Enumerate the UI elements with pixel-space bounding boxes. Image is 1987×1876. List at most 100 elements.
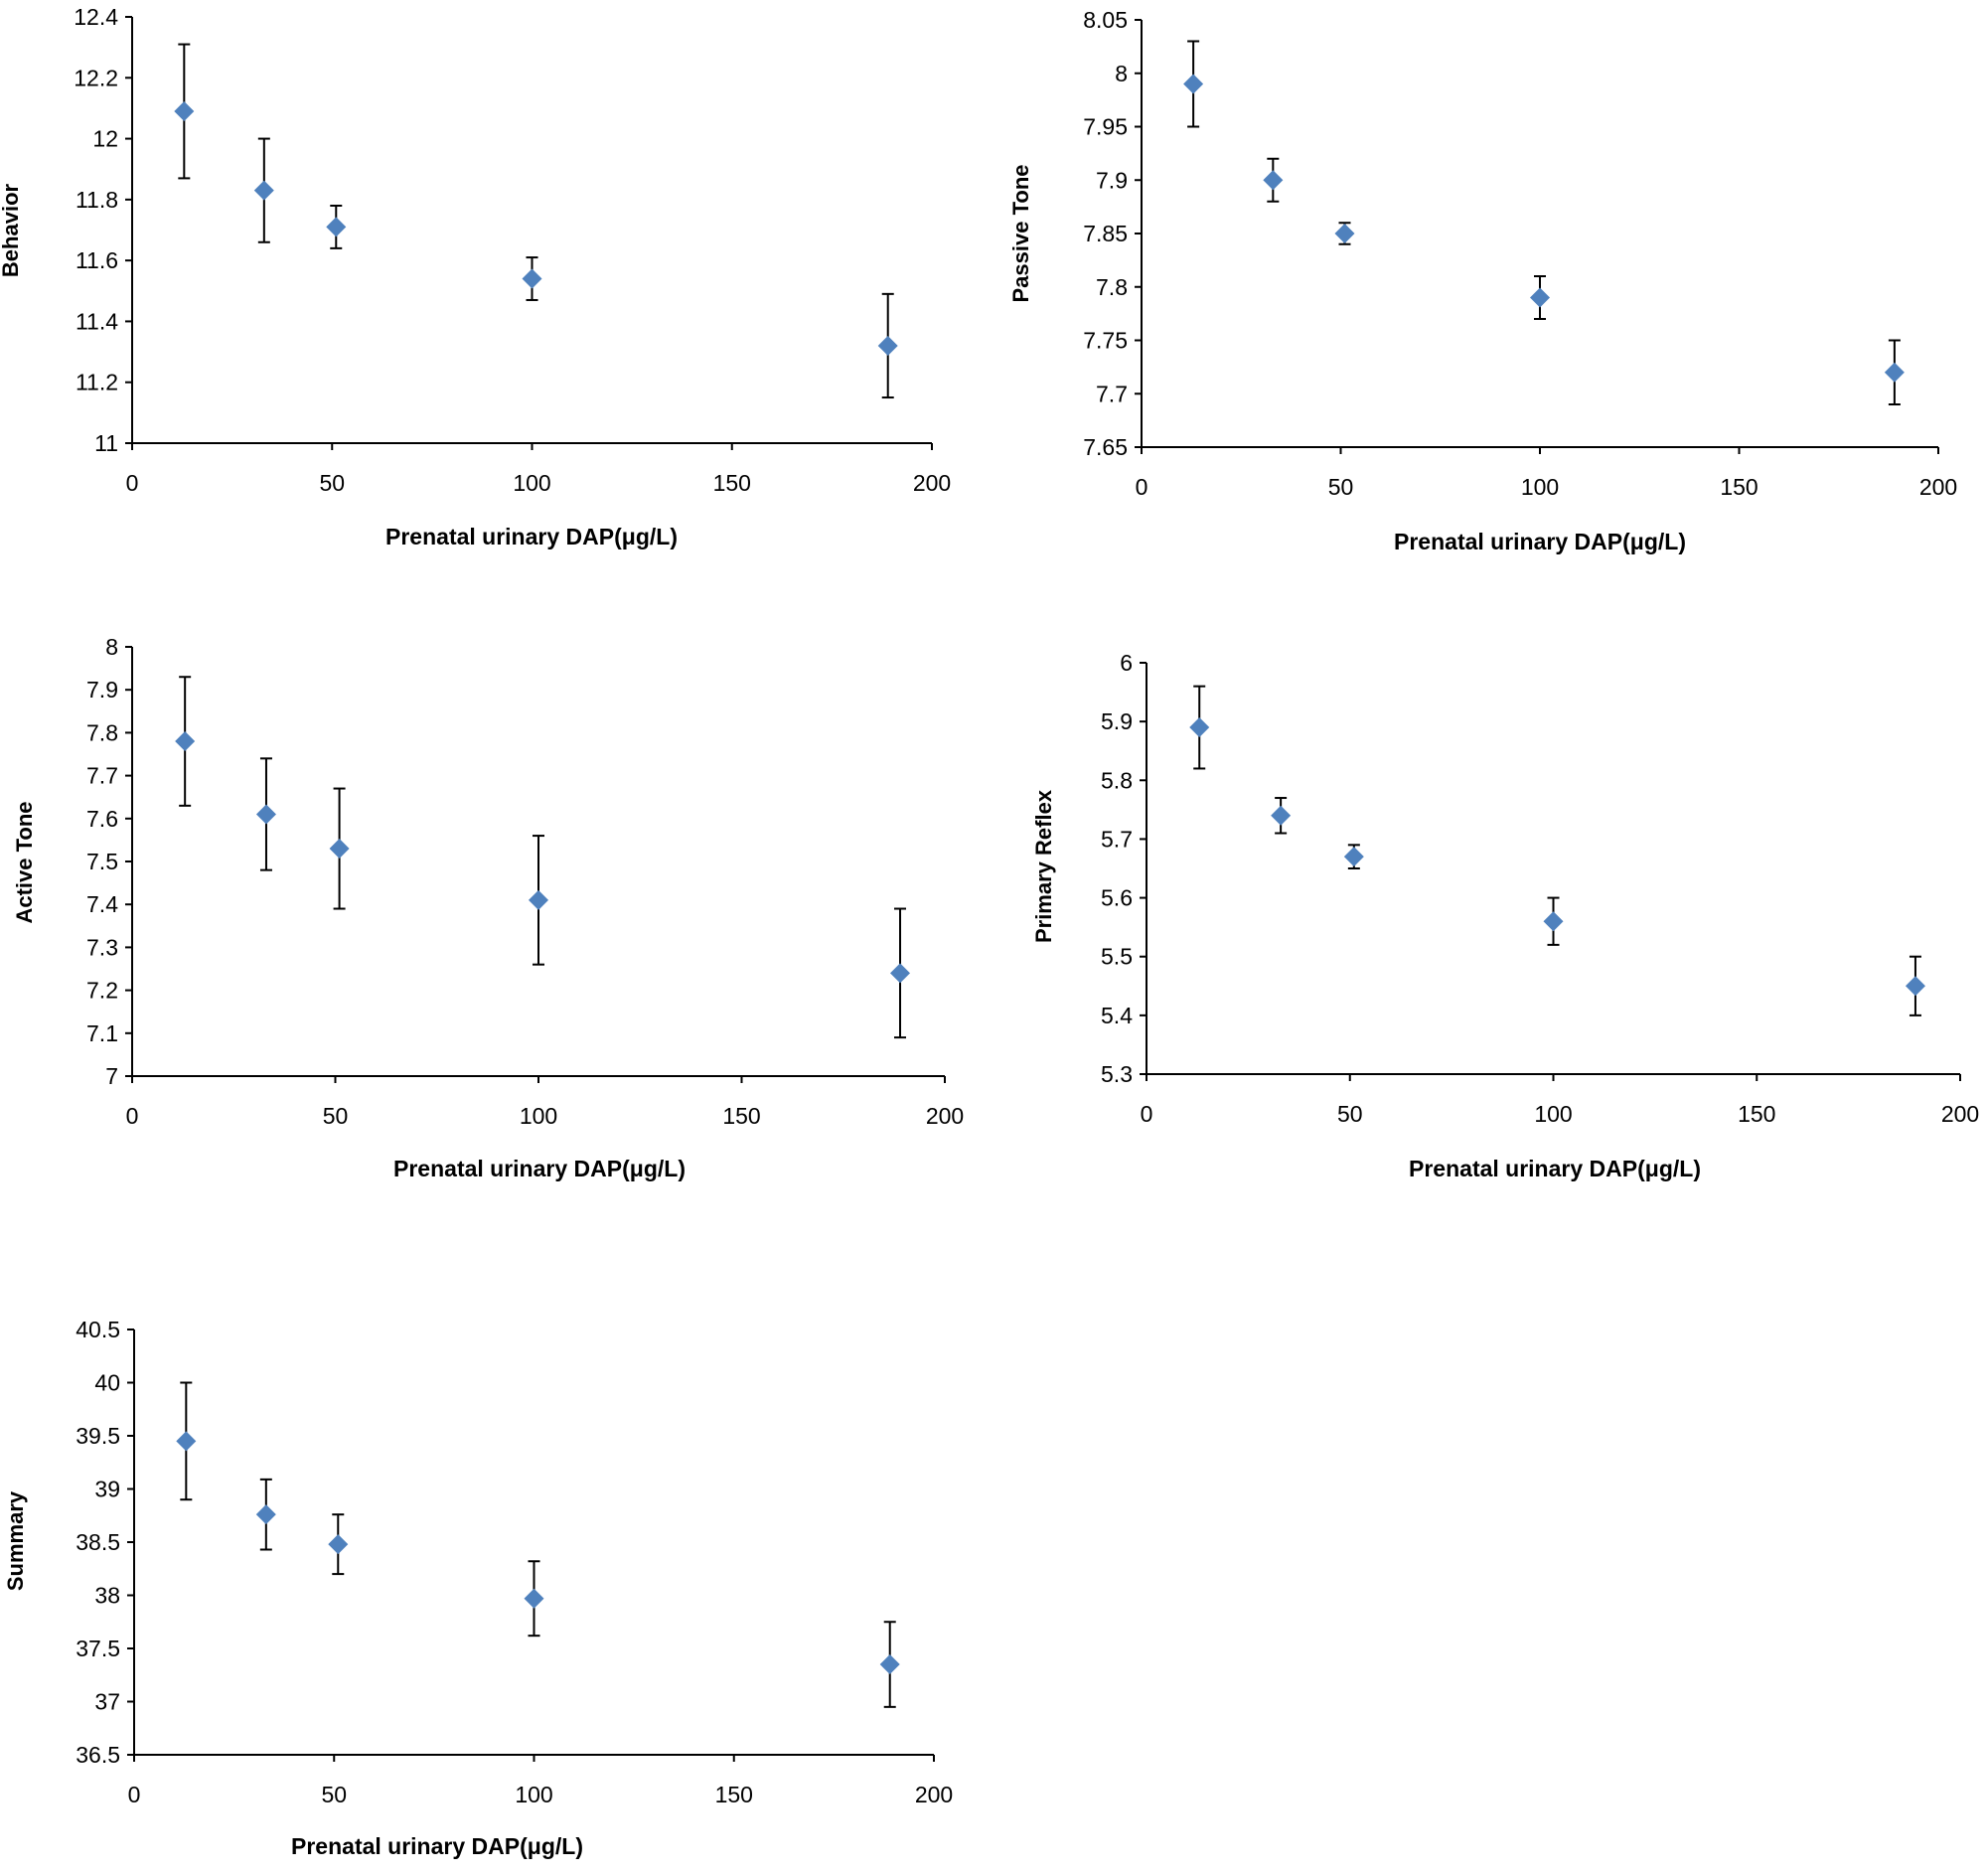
- data-point-marker: [253, 180, 274, 201]
- y-tick-label: 36.5: [76, 1742, 120, 1768]
- x-tick-label: 200: [1941, 1101, 1979, 1127]
- y-tick-label: 7.9: [1096, 167, 1128, 193]
- y-tick-label: 7.4: [86, 891, 118, 917]
- y-axis-title: Active Tone: [12, 801, 37, 923]
- data-point-marker: [524, 1588, 544, 1609]
- data-point-marker: [890, 963, 911, 984]
- data-point-marker: [175, 731, 196, 752]
- x-tick-label: 50: [1337, 1101, 1363, 1127]
- y-tick-label: 11.2: [76, 370, 118, 395]
- y-axis-title: Behavior: [0, 183, 23, 277]
- y-tick-label: 7.7: [86, 763, 118, 789]
- data-point-marker: [329, 839, 350, 860]
- data-point-marker: [326, 217, 347, 237]
- x-tick-label: 150: [713, 470, 751, 496]
- y-tick-label: 7.1: [86, 1020, 118, 1046]
- y-tick-label: 11.8: [76, 187, 118, 213]
- x-tick-label: 100: [513, 470, 550, 496]
- x-axis-title: Prenatal urinary DAP(μg/L): [385, 524, 678, 549]
- y-tick-label: 8: [1115, 61, 1128, 86]
- x-tick-label: 50: [319, 470, 345, 496]
- x-axis-title: Prenatal urinary DAP(μg/L): [393, 1156, 686, 1181]
- x-tick-label: 50: [1328, 474, 1354, 500]
- y-tick-label: 5.3: [1101, 1061, 1133, 1087]
- x-axis-title: Prenatal urinary DAP(μg/L): [291, 1833, 583, 1859]
- y-tick-label: 7.75: [1083, 328, 1128, 354]
- data-point-marker: [1884, 362, 1905, 383]
- y-tick-label: 11.6: [76, 247, 118, 273]
- y-tick-label: 7.5: [86, 849, 118, 874]
- data-point-marker: [522, 268, 542, 289]
- x-tick-label: 0: [1136, 474, 1148, 500]
- chart-panel-5: 36.5 37 37.5 38 38.5 39 39.5 40 40.5 0 50 100 150 200…: [3, 1317, 953, 1859]
- x-tick-label: 200: [913, 470, 951, 496]
- x-tick-label: 150: [715, 1782, 753, 1807]
- x-tick-label: 0: [128, 1782, 141, 1807]
- y-tick-label: 5.9: [1101, 708, 1133, 734]
- data-point-marker: [529, 889, 548, 910]
- data-point-marker: [1543, 911, 1564, 932]
- data-point-marker: [1183, 74, 1204, 94]
- y-tick-label: 7.2: [86, 978, 118, 1004]
- x-tick-label: 0: [126, 470, 139, 496]
- data-point-marker: [1343, 847, 1364, 867]
- chart-panel-4: 5.3 5.4 5.5 5.6 5.7 5.8 5.9 6 0 50 100 150 200 Prenat…: [1031, 650, 1979, 1181]
- y-tick-label: 7.8: [86, 719, 118, 745]
- x-axis-title: Prenatal urinary DAP(μg/L): [1394, 529, 1686, 554]
- y-tick-label: 5.4: [1101, 1003, 1133, 1028]
- data-point-marker: [1271, 805, 1292, 826]
- data-point-marker: [1263, 170, 1284, 191]
- y-tick-label: 39: [94, 1477, 120, 1502]
- data-point-marker: [255, 1504, 276, 1525]
- x-tick-label: 200: [926, 1103, 964, 1129]
- y-tick-label: 7: [105, 1063, 118, 1089]
- x-axis-title: Prenatal urinary DAP(μg/L): [1409, 1156, 1701, 1181]
- data-point-marker: [255, 804, 276, 825]
- y-tick-label: 39.5: [76, 1423, 120, 1449]
- data-point-marker: [1530, 287, 1550, 308]
- y-tick-label: 7.85: [1083, 221, 1128, 246]
- x-tick-label: 200: [1919, 474, 1957, 500]
- x-tick-label: 50: [323, 1103, 349, 1129]
- y-tick-label: 7.8: [1096, 274, 1128, 300]
- y-tick-label: 11: [94, 430, 118, 456]
- y-tick-label: 6: [1120, 650, 1133, 676]
- chart-panel-1: 11 11.2 11.4 11.6 11.8 12 12.2 12.4 0 50 100 150 200…: [0, 4, 951, 549]
- y-tick-label: 40.5: [76, 1317, 120, 1342]
- y-tick-label: 5.5: [1101, 944, 1133, 970]
- y-tick-label: 38.5: [76, 1529, 120, 1555]
- x-tick-label: 50: [321, 1782, 347, 1807]
- y-tick-label: 8: [105, 634, 118, 660]
- y-tick-label: 5.6: [1101, 885, 1133, 911]
- y-tick-label: 37.5: [76, 1636, 120, 1661]
- y-tick-label: 7.3: [86, 934, 118, 960]
- x-tick-label: 150: [1738, 1101, 1775, 1127]
- y-tick-label: 7.65: [1083, 434, 1128, 460]
- y-tick-label: 7.7: [1096, 381, 1128, 406]
- x-tick-label: 100: [1534, 1101, 1572, 1127]
- data-point-marker: [176, 1431, 197, 1452]
- y-tick-label: 37: [94, 1689, 120, 1715]
- data-point-marker: [1334, 224, 1355, 243]
- data-point-marker: [328, 1534, 349, 1555]
- y-axis-title: Passive Tone: [1008, 165, 1033, 303]
- chart-panel-2: 7.65 7.7 7.75 7.8 7.85 7.9 7.95 8 8.05 0 50 100 150 2…: [1008, 7, 1957, 554]
- y-tick-label: 11.4: [76, 308, 118, 334]
- y-tick-label: 5.7: [1101, 826, 1133, 852]
- y-tick-label: 7.95: [1083, 114, 1128, 140]
- data-point-marker: [174, 100, 195, 121]
- y-tick-label: 38: [94, 1583, 120, 1609]
- x-tick-label: 0: [1141, 1101, 1153, 1127]
- y-tick-label: 12: [92, 126, 118, 152]
- x-tick-label: 100: [1521, 474, 1559, 500]
- y-axis-title: Primary Reflex: [1031, 789, 1056, 943]
- x-tick-label: 150: [722, 1103, 760, 1129]
- y-tick-label: 8.05: [1083, 7, 1128, 33]
- y-tick-label: 7.6: [86, 806, 118, 832]
- data-point-marker: [1905, 976, 1925, 997]
- y-tick-label: 5.8: [1101, 767, 1133, 793]
- x-tick-label: 100: [520, 1103, 557, 1129]
- x-tick-label: 0: [126, 1103, 139, 1129]
- y-tick-label: 12.2: [74, 65, 118, 90]
